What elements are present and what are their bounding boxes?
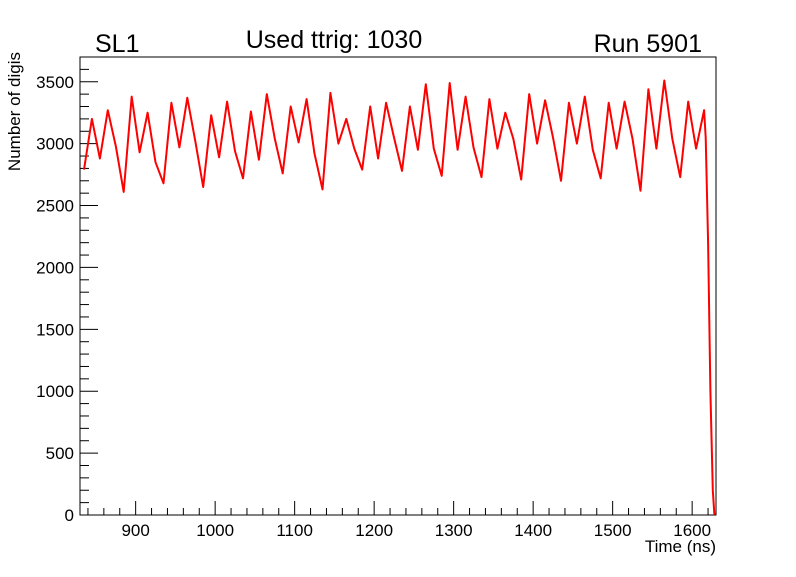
y-tick-label: 0: [65, 506, 74, 525]
ticks-layer: 0 500 1000 1500 2000 2500 3000 3500 900 1000 1100 1…: [36, 56, 711, 540]
chart-title: Used ttrig: 1030: [246, 26, 423, 54]
x-tick-label: 900: [121, 521, 149, 540]
chart-label-right: Run 5901: [594, 30, 702, 58]
y-tick-label: 3500: [36, 73, 74, 92]
y-tick-label: 1000: [36, 382, 74, 401]
series-line-0: [83, 79, 716, 516]
chart-label-left: SL1: [95, 30, 139, 58]
x-tick-label: 1100: [276, 521, 313, 540]
y-axis-label: Number of digis: [5, 52, 24, 171]
x-tick-label: 1600: [673, 521, 711, 540]
y-tick-label: 1500: [36, 320, 74, 339]
axes-layer: [79, 56, 717, 516]
y-tick-label: 3000: [36, 135, 74, 154]
series-layer: [83, 79, 716, 516]
x-axis-label: Time (ns): [645, 537, 716, 556]
y-tick-label: 2500: [36, 197, 74, 216]
plot-frame: [79, 56, 717, 516]
x-tick-label: 1400: [514, 521, 552, 540]
y-tick-label: 2000: [36, 258, 74, 277]
x-tick-label: 1000: [196, 521, 234, 540]
x-tick-label: 1200: [355, 521, 393, 540]
x-tick-label: 1300: [435, 521, 473, 540]
y-tick-label: 500: [46, 444, 74, 463]
x-tick-label: 1500: [594, 521, 632, 540]
